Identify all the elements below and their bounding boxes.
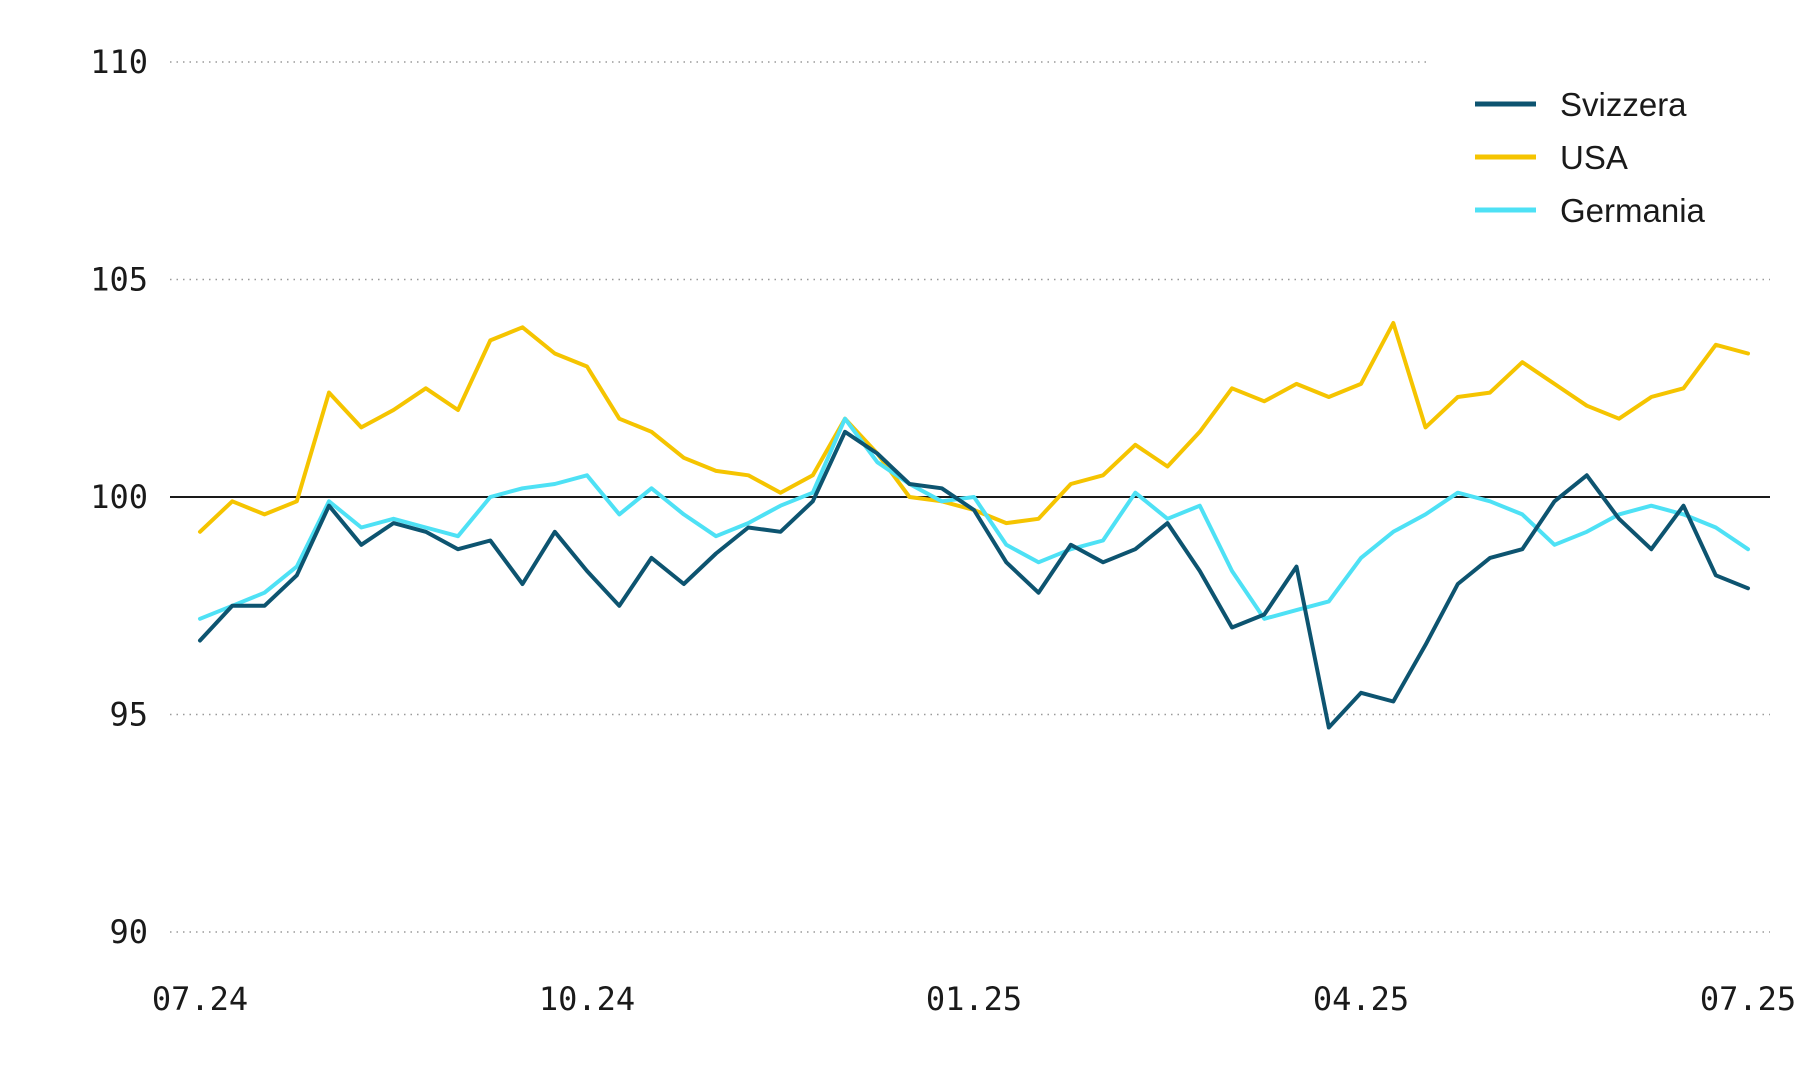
- legend-label-usa: USA: [1560, 139, 1628, 176]
- y-axis: 110 105 100 95 90: [90, 43, 148, 951]
- y-tick-label: 90: [109, 913, 148, 951]
- y-tick-label: 95: [109, 696, 148, 734]
- x-axis: 07.24 10.24 01.25 04.25 07.25: [152, 980, 1796, 1018]
- x-tick-label: 07.24: [152, 980, 248, 1018]
- legend: Svizzera USA Germania: [1475, 86, 1706, 229]
- series-lines: [198, 321, 1750, 730]
- series-line-germania: [198, 416, 1750, 621]
- legend-label-svizzera: Svizzera: [1560, 86, 1687, 123]
- legend-label-germania: Germania: [1560, 192, 1706, 229]
- x-tick-label: 07.25: [1700, 980, 1796, 1018]
- grid: [170, 61, 1770, 933]
- series-line-svizzera: [198, 429, 1750, 730]
- y-tick-label: 105: [90, 261, 148, 299]
- x-tick-label: 04.25: [1313, 980, 1409, 1018]
- x-tick-label: 01.25: [926, 980, 1022, 1018]
- y-tick-label: 110: [90, 43, 148, 81]
- y-tick-label: 100: [90, 478, 148, 516]
- x-tick-label: 10.24: [539, 980, 635, 1018]
